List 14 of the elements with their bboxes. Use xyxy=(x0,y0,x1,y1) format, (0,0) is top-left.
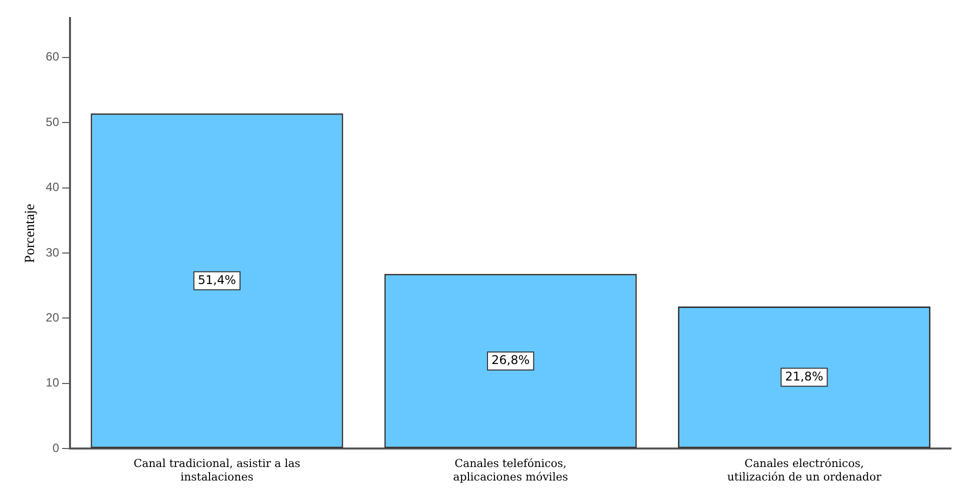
y-tick-label: 20 xyxy=(46,310,60,324)
y-axis-title: Porcentaje xyxy=(23,204,38,263)
y-tick-label: 60 xyxy=(46,50,60,64)
data-label: 26,8% xyxy=(492,353,530,368)
data-label: 51,4% xyxy=(198,272,236,287)
y-tick-label: 10 xyxy=(46,376,60,390)
y-tick-label: 30 xyxy=(46,245,60,260)
x-tick-label: Canal tradicional, asistir a las instalaciones xyxy=(134,457,301,484)
y-tick-label: 50 xyxy=(46,114,60,129)
y-tick-label: 40 xyxy=(46,180,60,194)
x-tick-label: Canales telefónicos, aplicaciones móviles xyxy=(453,457,568,484)
y-tick-label: 0 xyxy=(52,440,60,455)
x-tick-label: Canales electrónicos, utilización de un ordenador xyxy=(727,457,882,484)
data-label: 21,8% xyxy=(785,369,824,384)
